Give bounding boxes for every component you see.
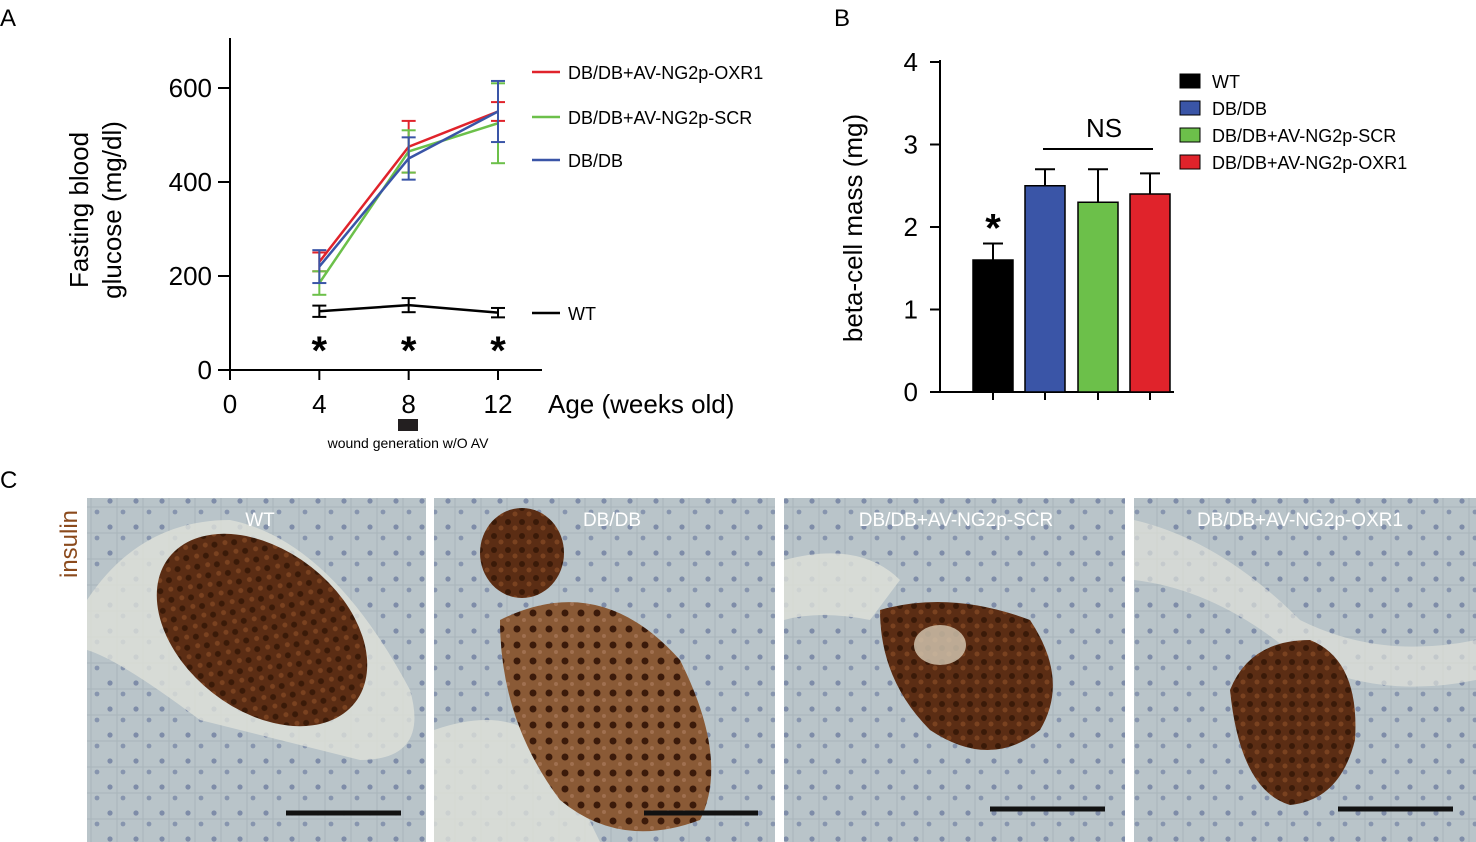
micrograph-dbdb: DB/DB	[434, 498, 775, 842]
line-chart-series	[312, 79, 505, 319]
micrograph-scr: DB/DB+AV-NG2p-SCR	[784, 498, 1125, 842]
legend-label: DB/DB	[1212, 99, 1267, 119]
legend-label: DB/DB+AV-NG2p-SCR	[568, 108, 752, 128]
y-tick-label: 1	[904, 295, 918, 325]
micrograph-wt: WT	[87, 498, 426, 842]
x-tick-label: 4	[312, 389, 326, 419]
panel-letter-c: C	[0, 467, 17, 494]
y-tick-label: 2	[904, 212, 918, 242]
legend-swatch	[1179, 100, 1201, 116]
line-chart-axes	[218, 38, 542, 371]
legend-swatch	[1179, 73, 1201, 89]
bar-chart-ticks: 0 1 2 3 4	[904, 47, 1151, 407]
line-chart-ticks: 0 200 400 600 0 4 8 12	[169, 73, 513, 419]
line-chart-legend: DB/DB+AV-NG2p-OXR1 DB/DB+AV-NG2p-SCR DB/DB…	[532, 63, 763, 324]
y-tick-label: 3	[904, 130, 918, 160]
micrograph-label: WT	[245, 510, 275, 531]
x-tick-label: 8	[401, 389, 415, 419]
significance-star: *	[312, 329, 328, 373]
bar-chart-ylabel: beta-cell mass (mg)	[838, 114, 868, 342]
y-tick-label: 200	[169, 261, 212, 291]
x-tick-label: 12	[484, 389, 513, 419]
wound-annotation: wound generation w/O AV	[327, 435, 490, 451]
micrograph-label: DB/DB+AV-NG2p-SCR	[859, 510, 1053, 531]
legend-label: DB/DB+AV-NG2p-OXR1	[1212, 153, 1407, 173]
y-tick-label: 0	[904, 377, 918, 407]
x-tick-label: 0	[223, 389, 237, 419]
significance-star: *	[490, 329, 506, 373]
bar	[1024, 185, 1066, 393]
legend-label: WT	[1212, 72, 1240, 92]
wound-marker	[398, 419, 418, 431]
bar	[1129, 193, 1171, 393]
legend-label: WT	[568, 304, 596, 324]
panel-letter-a: A	[0, 5, 16, 32]
legend-label: DB/DB+AV-NG2p-SCR	[1212, 126, 1396, 146]
bar-chart-beta-cell-mass: 0 1 2 3 4 * WT DB/DB DB/DB+AV-NG2p-SCR DB/DB+AV…	[838, 47, 1407, 407]
line-chart-xlabel: Age (weeks old)	[548, 389, 734, 419]
significance-star: *	[401, 329, 417, 373]
significance-star: *	[985, 207, 1001, 251]
line-chart-ylabel-line1: Fasting blood	[64, 132, 94, 288]
y-tick-label: 600	[169, 73, 212, 103]
y-tick-label: 400	[169, 167, 212, 197]
micrograph-label: DB/DB+AV-NG2p-OXR1	[1197, 510, 1403, 531]
legend-label: DB/DB	[568, 151, 623, 171]
line-chart-ylabel-line2: glucose (mg/dl)	[97, 121, 127, 299]
micrograph-oxr1: DB/DB+AV-NG2p-OXR1	[1134, 498, 1476, 842]
bar	[972, 259, 1014, 393]
micrograph-label: DB/DB	[583, 510, 641, 531]
legend-swatch	[1179, 154, 1201, 170]
line-chart-significance: * * *	[312, 329, 507, 373]
y-tick-label: 0	[198, 355, 212, 385]
legend-label: DB/DB+AV-NG2p-OXR1	[568, 63, 763, 83]
bar-chart-legend: WT DB/DB DB/DB+AV-NG2p-SCR DB/DB+AV-NG2p-OX…	[1179, 72, 1407, 173]
panel-letter-b: B	[834, 5, 850, 32]
ns-label: NS	[1086, 113, 1122, 143]
legend-swatch	[1179, 127, 1201, 143]
bar-chart-bars: *	[972, 168, 1171, 393]
bar	[1077, 201, 1119, 393]
stain-label-insulin: insulin	[56, 510, 83, 578]
y-tick-label: 4	[904, 47, 918, 77]
